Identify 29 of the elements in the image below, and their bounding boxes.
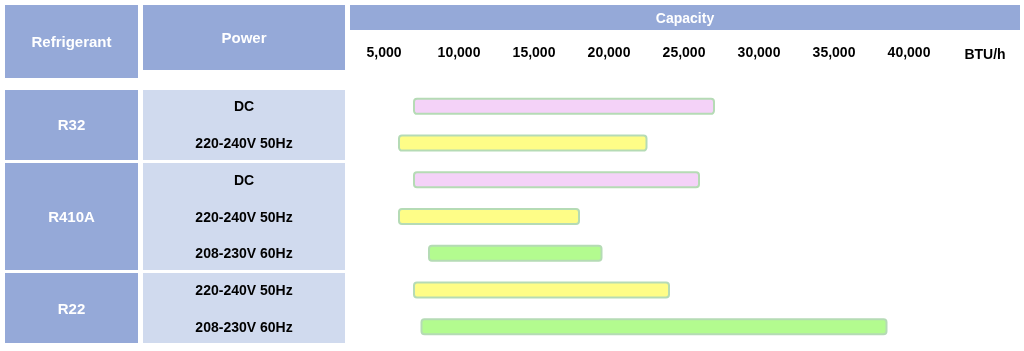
bar xyxy=(413,281,670,299)
x-tick-label: 25,000 xyxy=(662,44,706,60)
x-tick-label: 5,000 xyxy=(366,44,402,60)
bar xyxy=(413,97,715,115)
y-tick-label: 220-240V 50Hz xyxy=(195,208,293,225)
y-tick-label: DC xyxy=(233,98,255,115)
x-tick-label: 15,000 xyxy=(512,44,556,60)
y-tick-label: 208-230V 60Hz xyxy=(195,318,293,335)
text: R410A xyxy=(48,207,95,225)
bar xyxy=(398,208,580,225)
x-axis-title: BTU/h xyxy=(963,46,1007,62)
x-tick-label: 40,000 xyxy=(887,44,931,60)
bar xyxy=(428,244,603,262)
text: R22 xyxy=(57,299,86,317)
bar xyxy=(413,171,700,189)
y-tick-label: 220-240V 50Hz xyxy=(195,281,293,298)
bar xyxy=(420,318,888,336)
y-axis-title: Power xyxy=(221,29,267,46)
x-tick-label: 35,000 xyxy=(812,44,856,60)
x-tick-label: 20,000 xyxy=(587,44,631,60)
x-tick-label: 30,000 xyxy=(737,44,781,60)
y-tick-label: 208-230V 60Hz xyxy=(195,245,293,262)
x-tick-label: 10,000 xyxy=(437,44,481,60)
y-tick-label: 220-240V 50Hz xyxy=(195,135,293,152)
bar xyxy=(398,134,648,152)
y-tick-label: DC xyxy=(233,171,255,188)
text: R32 xyxy=(57,116,86,134)
chart-title: Capacity xyxy=(655,9,715,26)
text: Refrigerant xyxy=(31,33,112,50)
